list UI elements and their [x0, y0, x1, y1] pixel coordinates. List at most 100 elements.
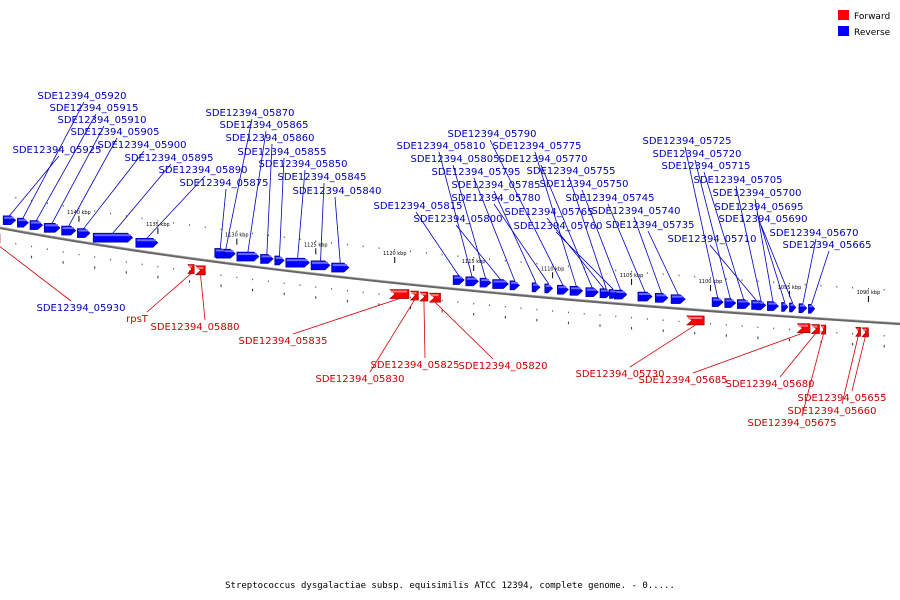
gene-label[interactable]: SDE12394_05845: [278, 172, 367, 183]
gene-label[interactable]: SDE12394_05770: [499, 154, 588, 165]
gene-label[interactable]: SDE12394_05840: [293, 186, 382, 197]
gene-label[interactable]: SDE12394_05730: [576, 369, 665, 380]
gene-shine: [863, 328, 867, 331]
gene-label[interactable]: SDE12394_05745: [566, 193, 655, 204]
gene-label[interactable]: SDE12394_05695: [715, 202, 804, 213]
label-leader: [22, 101, 85, 219]
gene-shine: [217, 250, 234, 253]
gene-label[interactable]: SDE12394_05900: [98, 140, 187, 151]
gene-label[interactable]: SDE12394_05655: [798, 393, 887, 404]
gene-label[interactable]: SDE12394_05795: [432, 167, 521, 178]
gene-label[interactable]: SDE12394_05895: [125, 153, 214, 164]
minor-tick: [173, 222, 175, 224]
gene-label[interactable]: SDE12394_05875: [180, 178, 269, 189]
minor-tick: [725, 278, 727, 280]
gene-shine: [558, 286, 567, 289]
gene-label[interactable]: SDE12394_05685: [639, 375, 728, 386]
gene-label[interactable]: SDE12394_05710: [668, 234, 757, 245]
gene-label[interactable]: SDE12394_05675: [748, 418, 837, 429]
gene-label[interactable]: SDE12394_05910: [58, 115, 147, 126]
gene-label[interactable]: SDE12394_05680: [726, 379, 815, 390]
gene-label[interactable]: SDE12394_05825: [371, 360, 460, 371]
minor-tick: [852, 286, 854, 289]
gene-label[interactable]: SDE12394_05880: [151, 322, 240, 333]
gene-label[interactable]: SDE12394_05865: [220, 120, 309, 131]
minor-tick: [615, 269, 617, 272]
gene-label[interactable]: SDE12394_05830: [316, 374, 405, 385]
gene-label[interactable]: SDE12394_05815: [374, 201, 463, 212]
gene-label[interactable]: SDE12394_05905: [71, 127, 160, 138]
gene-label[interactable]: SDE12394_05755: [527, 166, 616, 177]
minor-tick: [220, 274, 222, 277]
gene-label[interactable]: SDE12394_05665: [783, 240, 872, 251]
minor-tick: [820, 284, 822, 287]
gene-label[interactable]: SDE12394_05800: [414, 214, 503, 225]
gene-label[interactable]: SDE12394_05735: [606, 220, 695, 231]
minor-tick: [378, 247, 380, 249]
kbp-tick-label: 1110 kbp: [541, 266, 565, 272]
gene-label[interactable]: SDE12394_05835: [239, 336, 328, 347]
gene-label[interactable]: SDE12394_05925: [13, 145, 102, 156]
label-leader: [334, 196, 341, 264]
gene-shine: [18, 219, 27, 222]
label-leader: [568, 176, 607, 289]
minor-tick: [110, 258, 112, 261]
gene-arrow[interactable]: [861, 327, 869, 338]
gene-label[interactable]: rpsT: [126, 314, 149, 325]
gene-label[interactable]: SDE12394_05700: [713, 188, 802, 199]
minor-tick: [852, 332, 854, 335]
gene-label[interactable]: SDE12394_05705: [694, 175, 783, 186]
minor-tick: [283, 236, 285, 239]
gene-shine: [4, 216, 14, 219]
gene-label[interactable]: SDE12394_05855: [238, 147, 327, 158]
gene-label[interactable]: SDE12394_05890: [159, 165, 248, 176]
minor-tick: [31, 199, 33, 202]
gene-label[interactable]: SDE12394_05775: [493, 141, 582, 152]
minor-tick: [441, 253, 443, 256]
gene-label[interactable]: SDE12394_05765: [505, 207, 594, 218]
minor-tick: [204, 226, 206, 228]
label-leader: [534, 151, 577, 287]
gene-label[interactable]: SDE12394_05810: [397, 141, 486, 152]
gene-shine: [391, 290, 407, 293]
gene-label[interactable]: SDE12394_05660: [788, 406, 877, 417]
gene-labels: SDE12394_05920SDE12394_05915SDE12394_059…: [13, 91, 887, 429]
minor-tick: [488, 258, 490, 260]
label-leader: [225, 118, 253, 250]
gene-label[interactable]: SDE12394_05750: [540, 179, 629, 190]
gene-label[interactable]: SDE12394_05670: [770, 228, 859, 239]
gene-label[interactable]: SDE12394_05760: [514, 221, 603, 232]
gene-label[interactable]: SDE12394_05805: [411, 154, 500, 165]
gene-shine: [790, 303, 794, 306]
gene-label[interactable]: SDE12394_05725: [643, 136, 732, 147]
gene-label[interactable]: SDE12394_05720: [653, 149, 742, 160]
gene-shine: [738, 300, 748, 303]
minor-tick: [820, 330, 822, 333]
gene-label[interactable]: SDE12394_05930: [37, 303, 126, 314]
gene-label[interactable]: SDE12394_05790: [448, 129, 537, 140]
label-leader: [546, 217, 605, 289]
minor-tick: [662, 329, 664, 332]
gene-label[interactable]: SDE12394_05870: [206, 108, 295, 119]
gene-label[interactable]: SDE12394_05740: [592, 206, 681, 217]
gene-label[interactable]: SDE12394_05920: [38, 91, 127, 102]
gene-arrow[interactable]: [187, 264, 195, 274]
minor-tick: [631, 270, 633, 273]
label-leader: [694, 159, 731, 299]
gene-label[interactable]: SDE12394_05915: [50, 103, 139, 114]
gene-shine: [286, 259, 308, 262]
minor-tick: [236, 230, 238, 233]
minor-tick: [725, 324, 727, 326]
gene-arrow[interactable]: [409, 290, 419, 301]
gene-label[interactable]: SDE12394_05715: [662, 161, 751, 172]
gene-shine: [421, 293, 426, 296]
gene-label[interactable]: SDE12394_05860: [226, 133, 315, 144]
label-leader: [684, 146, 719, 298]
gene-label[interactable]: SDE12394_05780: [452, 193, 541, 204]
minor-tick: [15, 196, 17, 199]
gene-label[interactable]: SDE12394_05820: [459, 361, 548, 372]
gene-label[interactable]: SDE12394_05785: [452, 180, 541, 191]
gene-label[interactable]: SDE12394_05850: [259, 159, 348, 170]
minor-tick: [757, 280, 759, 283]
gene-label[interactable]: SDE12394_05690: [719, 214, 808, 225]
